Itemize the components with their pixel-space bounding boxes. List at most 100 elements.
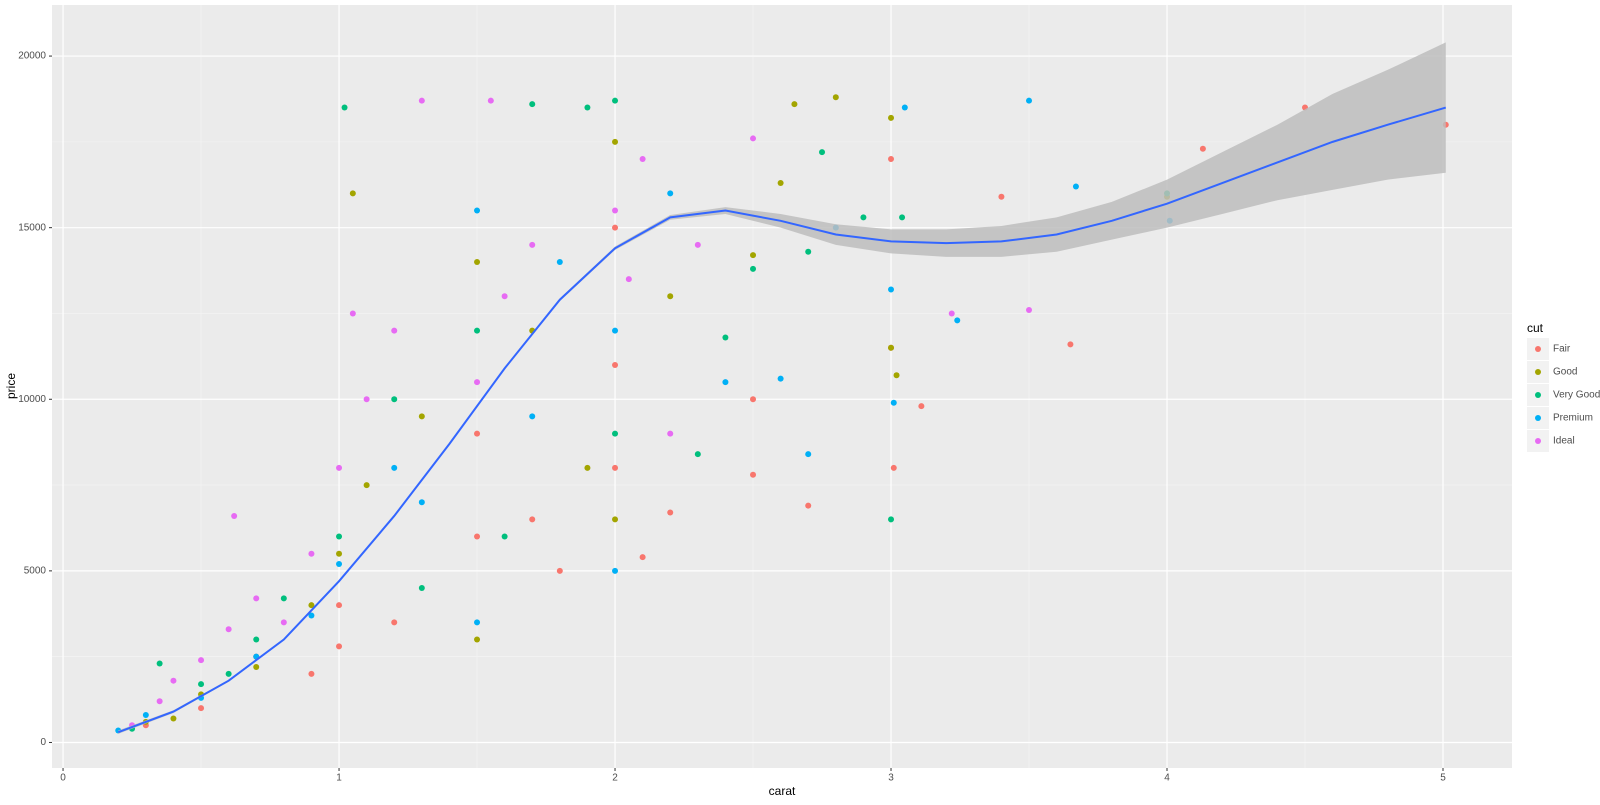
point — [750, 265, 757, 272]
point — [819, 149, 826, 156]
point — [722, 379, 729, 386]
point — [198, 657, 205, 664]
point — [529, 241, 536, 248]
legend-symbol — [1535, 392, 1541, 398]
legend-label: Ideal — [1553, 436, 1575, 447]
y-tick-label: 10000 — [18, 394, 46, 405]
point — [1072, 183, 1079, 190]
point — [341, 104, 348, 111]
point — [860, 214, 867, 221]
point — [639, 156, 646, 163]
point — [231, 512, 238, 519]
point — [901, 104, 908, 111]
point — [487, 97, 494, 104]
point — [722, 334, 729, 341]
point — [170, 715, 177, 722]
point — [308, 602, 315, 609]
point — [474, 327, 481, 334]
point — [667, 509, 674, 516]
point — [918, 403, 925, 410]
point — [584, 464, 591, 471]
point — [529, 101, 536, 108]
point — [280, 619, 287, 626]
x-tick-label: 4 — [1164, 773, 1170, 784]
point — [336, 561, 343, 568]
point — [391, 327, 398, 334]
point — [888, 344, 895, 351]
point — [253, 636, 260, 643]
point — [1026, 97, 1033, 104]
point — [694, 451, 701, 458]
point — [612, 327, 619, 334]
legend-label: Fair — [1553, 344, 1571, 355]
point — [777, 375, 784, 382]
point — [529, 413, 536, 420]
point — [899, 214, 906, 221]
point — [667, 430, 674, 437]
point — [954, 317, 961, 324]
point — [474, 430, 481, 437]
point — [336, 643, 343, 650]
point — [805, 248, 812, 255]
point — [253, 663, 260, 670]
point — [612, 207, 619, 214]
point — [529, 516, 536, 523]
point — [501, 533, 508, 540]
x-axis-title: carat — [769, 784, 796, 798]
point — [750, 135, 757, 142]
point — [777, 180, 784, 187]
point — [418, 97, 425, 104]
point — [349, 190, 356, 197]
point — [750, 471, 757, 478]
point — [418, 413, 425, 420]
point — [198, 705, 205, 712]
point — [308, 612, 315, 619]
point — [805, 451, 812, 458]
x-tick-label: 5 — [1440, 773, 1446, 784]
point — [791, 101, 798, 108]
point — [391, 464, 398, 471]
point — [336, 602, 343, 609]
x-tick-label: 0 — [60, 773, 66, 784]
point — [474, 619, 481, 626]
point — [890, 464, 897, 471]
point — [612, 464, 619, 471]
smooth-line — [117, 106, 1447, 734]
legend-symbol — [1535, 438, 1541, 444]
point — [474, 533, 481, 540]
point — [253, 595, 260, 602]
point — [336, 550, 343, 557]
point — [584, 104, 591, 111]
point — [888, 516, 895, 523]
point — [349, 310, 356, 317]
point — [948, 310, 955, 317]
point — [612, 567, 619, 574]
point — [750, 396, 757, 403]
legend-title: cut — [1527, 321, 1544, 335]
point — [625, 276, 632, 283]
point — [1026, 307, 1033, 314]
y-axis-title: price — [4, 373, 18, 399]
point — [612, 224, 619, 231]
point — [418, 585, 425, 592]
point — [888, 286, 895, 293]
point — [156, 660, 163, 667]
point — [474, 379, 481, 386]
point — [612, 361, 619, 368]
x-tick-label: 1 — [336, 773, 342, 784]
point — [225, 670, 232, 677]
point — [501, 293, 508, 300]
legend-label: Very Good — [1553, 390, 1600, 401]
point — [750, 252, 757, 259]
point — [612, 138, 619, 145]
point — [418, 499, 425, 506]
point — [198, 681, 205, 688]
point — [336, 533, 343, 540]
point — [225, 626, 232, 633]
point — [474, 636, 481, 643]
point — [667, 190, 674, 197]
point — [363, 482, 370, 489]
point — [474, 258, 481, 265]
